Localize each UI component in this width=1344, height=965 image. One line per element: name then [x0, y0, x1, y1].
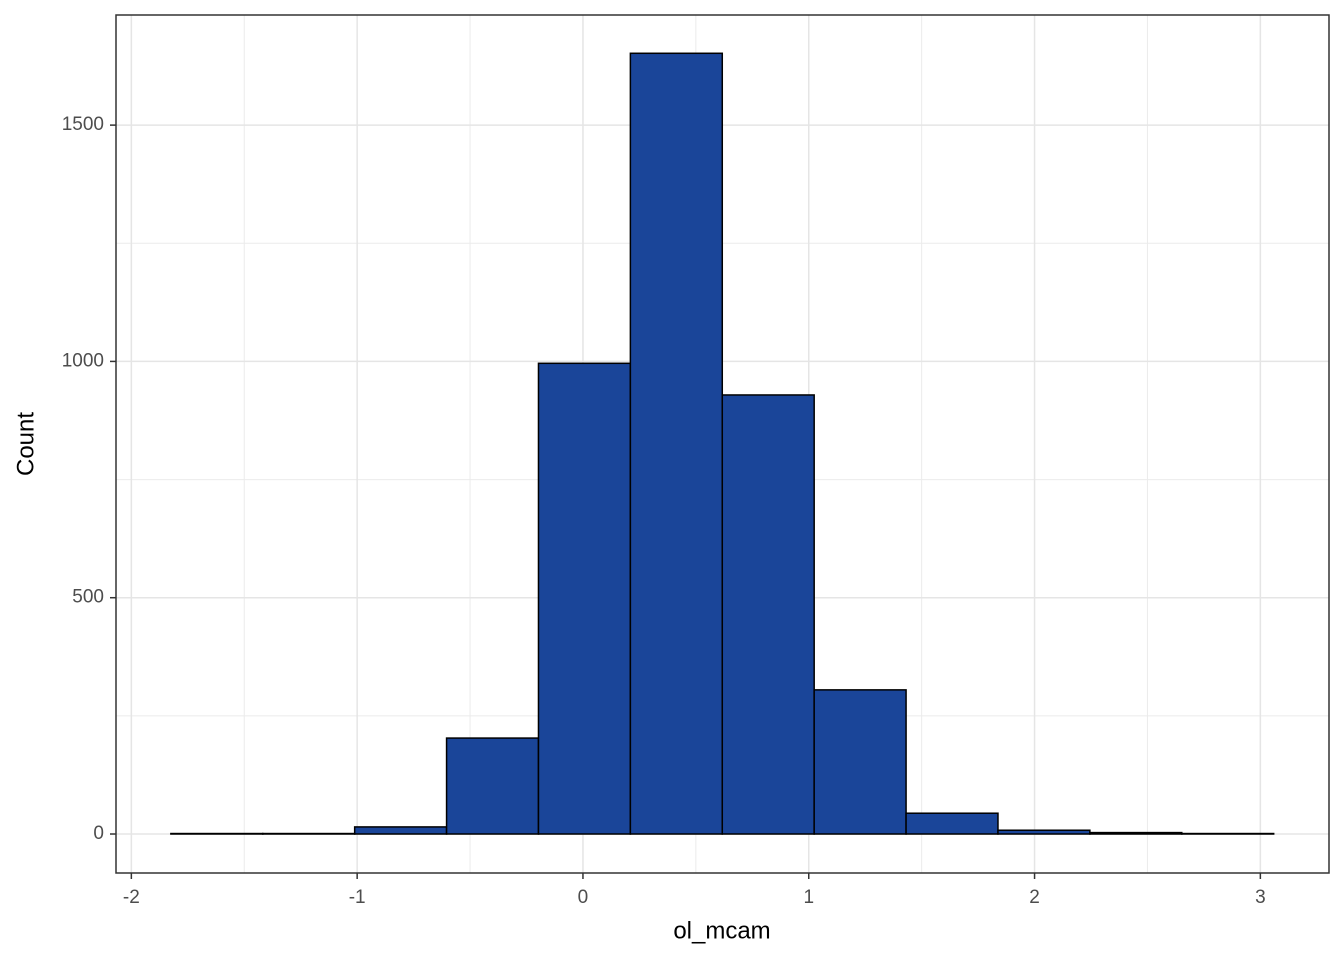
y-tick-label: 1500	[62, 114, 104, 135]
x-tick-label: 1	[803, 887, 814, 908]
x-tick-label: 2	[1029, 887, 1040, 908]
x-tick-label: -2	[123, 887, 140, 908]
histogram-bar	[538, 363, 630, 834]
histogram-bar	[355, 827, 447, 834]
histogram-bar	[1090, 833, 1182, 834]
y-tick-label: 1000	[62, 350, 104, 371]
histogram-bar	[998, 830, 1090, 834]
histogram-bar	[447, 738, 539, 834]
x-tick-label: 0	[578, 887, 589, 908]
y-tick-label: 500	[72, 587, 104, 608]
y-tick-label: 0	[93, 823, 104, 844]
histogram-bar	[722, 395, 814, 834]
y-axis-label: Count	[12, 412, 39, 476]
x-tick-label: 3	[1255, 887, 1266, 908]
histogram-bar	[630, 53, 722, 834]
x-axis-label: ol_mcam	[673, 917, 770, 944]
histogram-bar	[906, 813, 998, 834]
x-tick-label: -1	[349, 887, 366, 908]
histogram-bar	[814, 690, 906, 834]
